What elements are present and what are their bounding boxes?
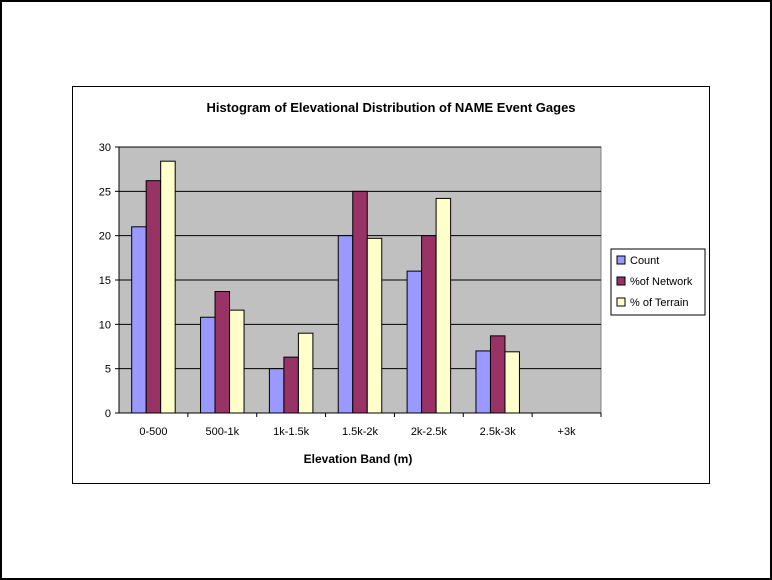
x-tick-label: 1.5k-2k [342, 426, 379, 438]
bar-count [337, 235, 354, 414]
bar--of-network [283, 356, 299, 414]
chart-frame: Histogram of Elevational Distribution of… [72, 86, 710, 484]
bar-count [268, 368, 285, 414]
bar--of-network [352, 190, 368, 414]
legend: Count %of Network % of Terrain [610, 248, 706, 316]
x-tick-label: 2.5k-3k [480, 426, 517, 438]
x-axis-label: Elevation Band (m) [304, 452, 413, 466]
bar--of-network [214, 291, 231, 414]
legend-label: %of Network [630, 276, 693, 288]
y-tick-label: 20 [99, 231, 111, 243]
bar--of-terrain [504, 351, 520, 414]
legend-swatch [616, 276, 626, 286]
bar-count [131, 226, 147, 414]
bar--of-terrain [297, 332, 314, 414]
y-tick-label: 25 [99, 186, 111, 198]
bar-count [475, 350, 491, 414]
bar--of-network [421, 235, 437, 414]
y-tick-label: 0 [105, 408, 111, 420]
x-tick-label: 2k-2.5k [411, 426, 448, 438]
y-tick-label: 15 [99, 275, 111, 287]
y-tick-label: 5 [105, 364, 111, 376]
bar--of-terrain [435, 197, 452, 414]
x-tick-label: 500-1k [205, 426, 239, 438]
plot-area: 0 5 10 15 20 25 30 0-500 500-1k 1k-1.5k 1.5k-2k 2k-… [99, 142, 602, 438]
bar--of-terrain [366, 237, 383, 414]
legend-label: % of Terrain [630, 297, 689, 309]
y-tick-label: 30 [99, 142, 111, 154]
bar--of-terrain [229, 309, 245, 414]
x-tick-label: +3k [558, 426, 577, 438]
bar--of-network [489, 335, 506, 414]
x-tick-label: 1k-1.5k [273, 426, 310, 438]
chart-title: Histogram of Elevational Distribution of… [206, 100, 575, 115]
legend-swatch [616, 255, 626, 265]
legend-box [610, 248, 706, 316]
bar--of-network [145, 180, 162, 414]
bar-count [200, 316, 216, 414]
bar--of-terrain [160, 160, 176, 414]
legend-label: Count [630, 255, 659, 267]
x-tick-label: 0-500 [139, 426, 167, 438]
y-tick-label: 10 [99, 319, 111, 331]
chart-svg: Histogram of Elevational Distribution of… [99, 100, 706, 466]
legend-swatch [616, 297, 626, 307]
bar-count [406, 270, 423, 414]
